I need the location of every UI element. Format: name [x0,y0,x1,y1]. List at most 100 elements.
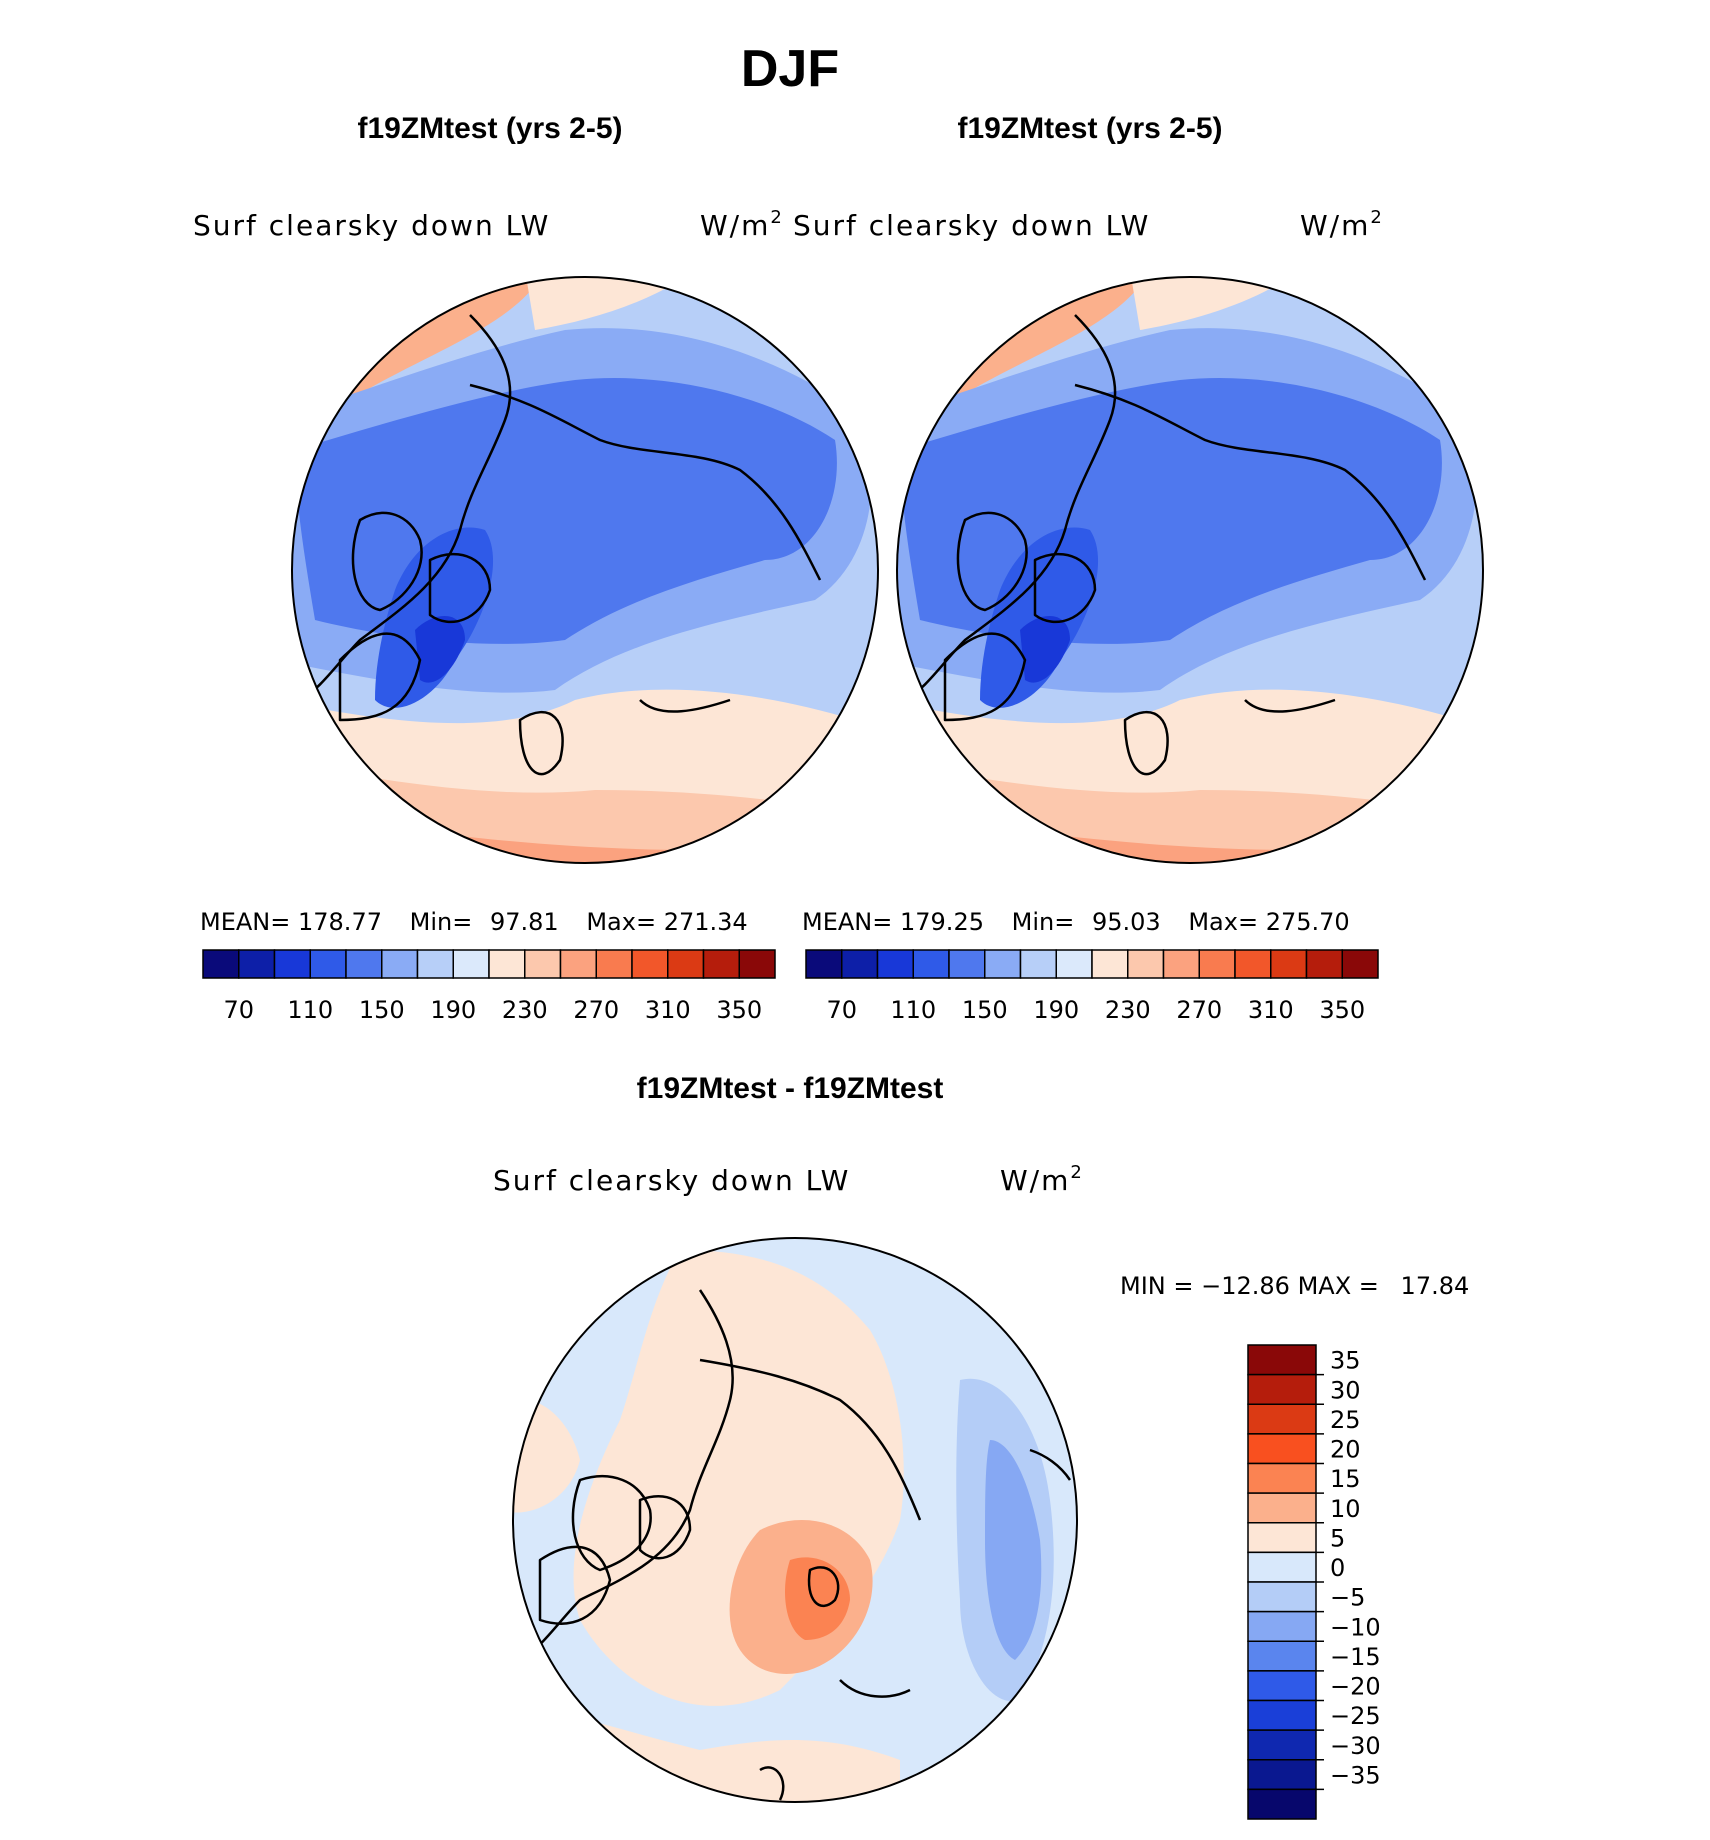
colorbar-tick-label: −20 [1330,1673,1381,1701]
panel-left-units: W/m2 [700,207,784,242]
map-left-field [292,277,878,863]
map-right-field [897,277,1483,863]
colorbar-box [559,949,597,979]
colorbar-box [1247,1433,1317,1465]
figure-title: DJF [741,40,839,98]
colorbar-tick-label: 270 [573,996,619,1024]
colorbar-box [841,949,879,979]
panel-right-variable: Surf clearsky down LW [793,209,1150,242]
colorbar-box [667,949,705,979]
panel-left-variable: Surf clearsky down LW [193,209,550,242]
colorbar-tick-label: 20 [1330,1436,1361,1464]
map-left-border [291,276,879,864]
colorbar-box [1247,1492,1317,1524]
colorbar-box [524,949,562,979]
colorbar-right: 70 110 150 190 230 270 310 350 [805,949,1379,1024]
colorbar-box [1270,949,1308,979]
colorbar-box [273,949,311,979]
colorbar-box [805,949,843,979]
colorbar-box [345,949,383,979]
colorbar-tick-label: 110 [287,996,333,1024]
colorbar-box [1247,1759,1317,1791]
colorbar-box [738,949,776,979]
colorbar-box [1162,949,1200,979]
colorbar-box [1247,1699,1317,1731]
colorbar-tick-label: 10 [1330,1495,1361,1523]
colorbar-box [309,949,347,979]
colorbar-tick-label: 230 [502,996,548,1024]
panel-right-title: f19ZMtest (yrs 2-5) [957,112,1222,145]
colorbar-tick-label: 310 [1248,996,1294,1024]
colorbar-box [238,949,276,979]
colorbar-box [912,949,950,979]
colorbar-tick-label: 35 [1330,1347,1361,1375]
map-diff-coastlines [519,1289,1072,1801]
panel-right-stats: MEAN= 179.25 Min= 95.03 Max= 275.70 [802,908,1350,936]
colorbar-tick-label: 350 [716,996,762,1024]
colorbar-tick-label: 150 [962,996,1008,1024]
colorbar-box [1247,1551,1317,1583]
colorbar-tick-label: 70 [223,996,254,1024]
colorbar-box [1247,1373,1317,1405]
colorbar-box [381,949,419,979]
colorbar-tick-label: 190 [1033,996,1079,1024]
colorbar-box [202,949,240,979]
map-diff [512,1237,1078,1803]
colorbar-box [984,949,1022,979]
colorbar-tick-label: 350 [1319,996,1365,1024]
colorbar-box [1247,1640,1317,1672]
colorbar-tick-label: −35 [1330,1761,1381,1789]
map-left [291,276,879,864]
colorbar-tick-label: −15 [1330,1643,1381,1671]
colorbar-box [595,949,633,979]
colorbar-tick-label: −5 [1330,1584,1365,1612]
panel-diff-stats: MIN = −12.86 MAX = 17.84 [1120,1272,1469,1300]
colorbar-left: 70 110 150 190 230 270 310 350 [202,949,776,1024]
colorbar-box [1247,1403,1317,1435]
colorbar-box [702,949,740,979]
colorbar-box [488,949,526,979]
colorbar-tick-label: 270 [1176,996,1222,1024]
colorbar-box [1247,1462,1317,1494]
colorbar-tick-label: −30 [1330,1732,1381,1760]
colorbar-box [1247,1610,1317,1642]
colorbar-box [1305,949,1343,979]
colorbar-box [1247,1670,1317,1702]
panel-diff-variable: Surf clearsky down LW [493,1164,850,1197]
colorbar-tick-label: 15 [1330,1465,1361,1493]
colorbar-box [416,949,454,979]
colorbar-tick-label: 110 [890,996,936,1024]
colorbar-box [1247,1581,1317,1613]
colorbar-tick-label: 30 [1330,1376,1361,1404]
colorbar-tick-label: −10 [1330,1613,1381,1641]
colorbar-box [452,949,490,979]
map-right-coastlines [904,314,1427,776]
colorbar-box [1341,949,1379,979]
colorbar-tick-label: −25 [1330,1702,1381,1730]
colorbar-tick-label: 5 [1330,1524,1345,1552]
colorbar-box [1247,1788,1317,1820]
panel-diff-units: W/m2 [1000,1162,1084,1197]
colorbar-tick-label: 150 [359,996,405,1024]
colorbar-box [1091,949,1129,979]
map-left-coastlines [299,314,822,776]
colorbar-tick-label: 190 [430,996,476,1024]
colorbar-tick-label: 25 [1330,1406,1361,1434]
map-diff-border [512,1237,1078,1803]
colorbar-box [1247,1344,1317,1376]
colorbar-tick-label: 0 [1330,1554,1345,1582]
panel-right-units: W/m2 [1300,207,1384,242]
colorbar-box [1198,949,1236,979]
colorbar-box [1055,949,1093,979]
map-diff-field [513,1238,1077,1802]
colorbar-box [876,949,914,979]
colorbar-tick-label: 230 [1105,996,1151,1024]
colorbar-box [631,949,669,979]
colorbar-box [1247,1729,1317,1761]
colorbar-box [948,949,986,979]
panel-left-title: f19ZMtest (yrs 2-5) [357,112,622,145]
colorbar-box [1247,1522,1317,1554]
map-right-border [896,276,1484,864]
